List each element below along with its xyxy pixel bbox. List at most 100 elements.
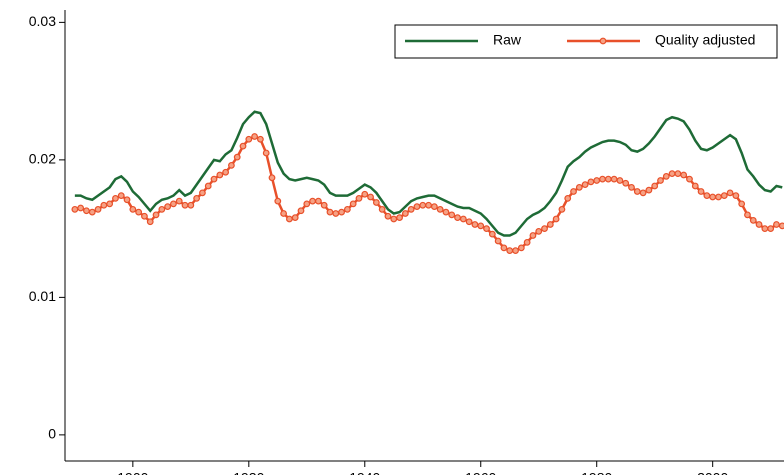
- point-marker: [709, 193, 717, 201]
- point-marker: [564, 194, 572, 202]
- point-marker: [761, 225, 769, 233]
- point-marker: [239, 142, 247, 150]
- point-marker: [512, 247, 519, 255]
- point-marker: [88, 208, 96, 216]
- point-marker: [778, 222, 784, 230]
- point-marker: [71, 205, 79, 213]
- point-marker: [546, 221, 554, 228]
- point-marker: [622, 179, 630, 187]
- point-marker: [222, 168, 230, 176]
- point-marker: [558, 205, 566, 213]
- point-marker: [268, 174, 276, 182]
- point-marker: [291, 214, 299, 222]
- series-line: [74, 110, 783, 237]
- legend-marker: [599, 37, 607, 45]
- point-marker: [204, 182, 212, 190]
- point-marker: [181, 201, 189, 209]
- point-marker: [430, 203, 438, 211]
- x-tick-label: 2000: [697, 470, 728, 475]
- point-marker: [77, 204, 85, 212]
- point-marker: [175, 197, 183, 205]
- point-marker: [129, 205, 137, 213]
- point-marker: [715, 193, 722, 201]
- point-marker: [570, 188, 577, 195]
- point-marker: [732, 192, 740, 200]
- point-marker: [442, 208, 450, 216]
- point-marker: [314, 197, 322, 205]
- point-marker: [459, 215, 467, 223]
- point-marker: [703, 192, 711, 200]
- point-marker: [187, 201, 195, 209]
- point-marker: [517, 244, 525, 252]
- point-marker: [767, 225, 775, 233]
- point-marker: [657, 177, 664, 184]
- point-marker: [738, 200, 746, 208]
- point-marker: [581, 181, 589, 189]
- point-marker: [384, 212, 392, 220]
- point-marker: [744, 211, 751, 219]
- point-marker: [407, 205, 415, 213]
- point-marker: [332, 210, 340, 217]
- point-marker: [500, 244, 508, 252]
- point-marker: [628, 183, 635, 191]
- point-marker: [541, 225, 548, 233]
- point-marker: [448, 211, 456, 219]
- point-marker: [529, 232, 537, 239]
- point-marker: [691, 182, 699, 190]
- point-marker: [488, 230, 496, 238]
- point-marker: [285, 215, 293, 223]
- legend-label: Raw: [493, 32, 522, 48]
- series-line: [74, 135, 783, 252]
- point-marker: [152, 211, 160, 219]
- point-marker: [367, 193, 374, 201]
- point-marker: [599, 175, 606, 183]
- point-marker: [123, 196, 131, 204]
- point-marker: [361, 190, 369, 198]
- point-marker: [720, 192, 728, 200]
- point-marker: [326, 208, 334, 216]
- point-marker: [749, 216, 757, 224]
- point-marker: [262, 149, 270, 157]
- point-marker: [193, 194, 201, 202]
- point-marker: [465, 218, 473, 226]
- x-tick-label: 1940: [349, 470, 380, 475]
- point-marker: [477, 222, 485, 230]
- x-tick-label: 1920: [233, 470, 264, 475]
- point-marker: [755, 221, 763, 228]
- point-marker: [436, 205, 444, 213]
- y-tick-label: 0: [48, 426, 56, 442]
- point-marker: [210, 175, 218, 183]
- point-marker: [686, 175, 693, 183]
- point-marker: [645, 186, 653, 194]
- point-marker: [471, 221, 479, 228]
- point-marker: [378, 205, 386, 213]
- point-marker: [413, 203, 421, 211]
- x-tick-label: 1960: [465, 470, 496, 475]
- point-marker: [141, 212, 148, 220]
- point-marker: [773, 221, 780, 228]
- point-marker: [401, 210, 409, 217]
- point-marker: [494, 237, 502, 245]
- point-marker: [117, 192, 125, 200]
- point-marker: [245, 135, 253, 143]
- point-marker: [106, 200, 114, 208]
- point-marker: [320, 201, 328, 209]
- point-marker: [343, 205, 351, 213]
- point-marker: [575, 183, 583, 191]
- point-marker: [419, 201, 427, 209]
- point-marker: [639, 189, 647, 197]
- point-marker: [633, 188, 641, 195]
- point-marker: [257, 135, 264, 143]
- point-marker: [228, 161, 235, 169]
- point-marker: [425, 201, 432, 209]
- point-marker: [164, 203, 172, 211]
- point-marker: [280, 210, 287, 217]
- point-marker: [297, 207, 305, 215]
- point-marker: [587, 178, 595, 186]
- point-marker: [552, 215, 560, 223]
- point-marker: [616, 177, 624, 184]
- point-marker: [170, 200, 177, 208]
- point-marker: [726, 189, 734, 197]
- point-marker: [610, 175, 618, 183]
